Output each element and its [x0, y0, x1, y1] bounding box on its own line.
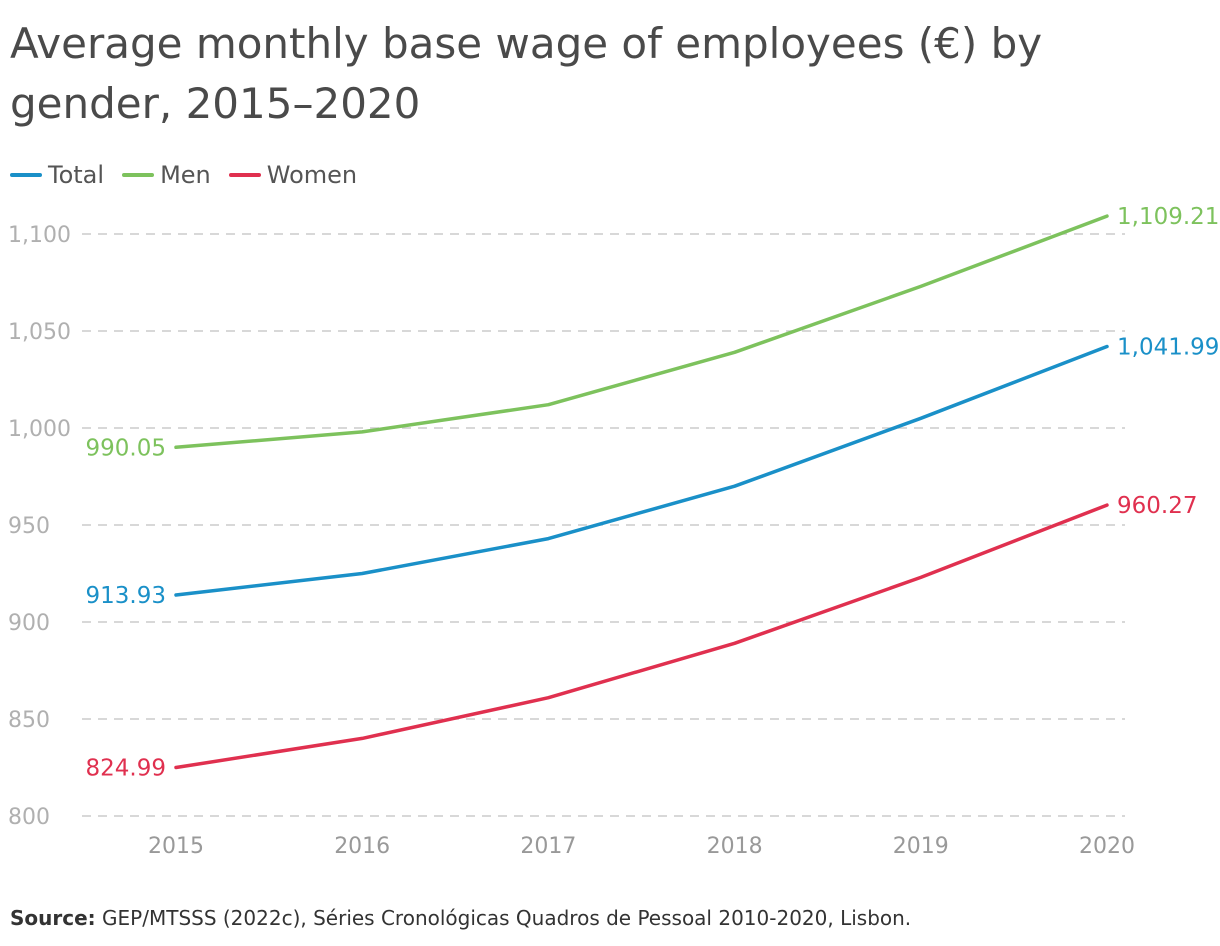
data-label-end-total: 1,041.99 — [1117, 335, 1219, 361]
y-tick-label-900: 900 — [8, 611, 50, 636]
y-tick-label-1100: 1,100 — [8, 223, 71, 248]
series-line-men — [174, 214, 1109, 450]
source-note: Source: GEP/MTSSS (2022c), Séries Cronol… — [10, 906, 911, 930]
y-tick-label-1050: 1,050 — [8, 320, 71, 345]
x-tick-label-2019: 2019 — [893, 834, 949, 859]
y-tick-label-950: 950 — [8, 514, 50, 539]
source-label: Source: — [10, 906, 96, 930]
legend-item-men[interactable]: Men — [122, 161, 211, 189]
x-tick-label-2016: 2016 — [334, 834, 390, 859]
y-tick-label-800: 800 — [8, 805, 50, 830]
x-tick-label-2017: 2017 — [520, 834, 576, 859]
legend-swatch-total — [10, 173, 42, 177]
series-line-total — [174, 344, 1109, 597]
x-tick-label-2015: 2015 — [148, 834, 204, 859]
data-label-start-women: 824.99 — [86, 756, 166, 782]
series-line-women — [174, 503, 1109, 770]
legend-swatch-women — [228, 173, 261, 177]
data-label-end-men: 1,109.21 — [1117, 204, 1219, 230]
legend-label-men: Men — [160, 161, 211, 189]
legend: Total Men Women — [10, 158, 357, 192]
legend-item-total[interactable]: Total — [10, 161, 104, 189]
data-label-start-total: 913.93 — [86, 583, 166, 609]
x-tick-label-2018: 2018 — [707, 834, 763, 859]
legend-swatch-men — [122, 173, 155, 177]
legend-label-women: Women — [266, 161, 358, 189]
legend-label-total: Total — [48, 161, 105, 189]
source-text: GEP/MTSSS (2022c), Séries Cronológicas Q… — [102, 906, 912, 930]
x-tick-label-2020: 2020 — [1079, 834, 1135, 859]
y-tick-label-1000: 1,000 — [8, 417, 71, 442]
legend-item-women[interactable]: Women — [228, 161, 358, 189]
data-label-end-women: 960.27 — [1117, 493, 1197, 519]
data-label-start-men: 990.05 — [86, 435, 166, 461]
y-tick-label-850: 850 — [8, 708, 50, 733]
chart-title: Average monthly base wage of employees (… — [10, 19, 1043, 128]
